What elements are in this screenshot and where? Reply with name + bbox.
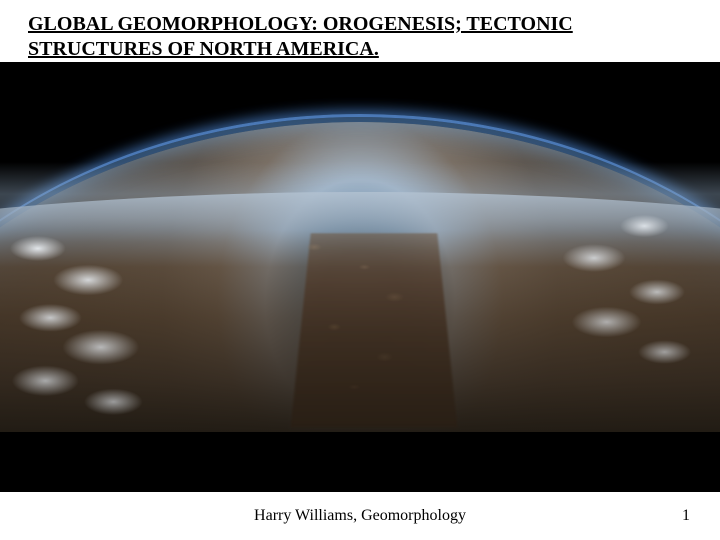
mountain-texture — [274, 227, 476, 427]
slide-container: GLOBAL GEOMORPHOLOGY: OROGENESIS; TECTON… — [0, 0, 720, 540]
footer-author: Harry Williams, Geomorphology — [254, 507, 466, 525]
clouds-right — [468, 202, 720, 402]
slide-footer: Harry Williams, Geomorphology 1 — [0, 492, 720, 540]
image-bottom-band — [0, 432, 720, 492]
slide-title: GLOBAL GEOMORPHOLOGY: OROGENESIS; TECTON… — [28, 12, 660, 62]
earth-container — [0, 62, 720, 492]
hero-image — [0, 62, 720, 492]
footer-page-number: 1 — [682, 507, 690, 525]
clouds-left — [0, 217, 252, 427]
